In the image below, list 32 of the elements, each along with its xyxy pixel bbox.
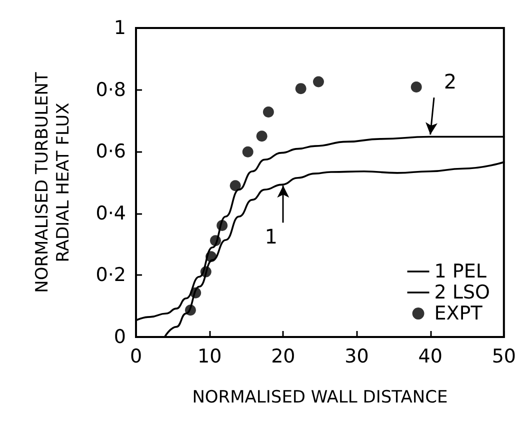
point [230,180,241,192]
point [312,76,324,88]
x-tick-label: 20 [271,346,296,368]
annotation: 1 [264,224,278,249]
x-tick-label: 10 [197,346,222,368]
x-tick-label: 30 [344,346,369,368]
y-tick-label: 1 [114,17,126,39]
x-tick-label: 40 [418,346,442,368]
y-tick-label: 0·4 [96,202,126,224]
y-axis-title: NORMALISED TURBULENT RADIAL HEAT FLUX [32,72,74,293]
legend-label: 1 PEL [434,260,487,282]
point [295,83,306,94]
x-tick-label: 50 [492,346,516,368]
x-axis-title: NORMALISED WALL DISTANCE [192,388,448,408]
y-tick-label: 0·8 [96,78,126,101]
annotation: 2 [444,70,457,94]
point [216,220,228,231]
legend-label: EXPT [434,302,483,324]
y-tick-label: 0·6 [96,140,126,163]
point [200,266,212,278]
point [210,235,221,246]
point [256,130,268,142]
point [190,287,202,298]
x-tick-label: 0 [130,346,142,368]
y-tick-label: 0 [114,326,126,348]
y-tick-label: 0·2 [96,264,126,286]
point [262,106,274,118]
point [184,304,196,316]
point [410,82,422,93]
point [242,146,254,158]
legend-label: 2 LSO [434,282,490,304]
point [206,251,217,262]
